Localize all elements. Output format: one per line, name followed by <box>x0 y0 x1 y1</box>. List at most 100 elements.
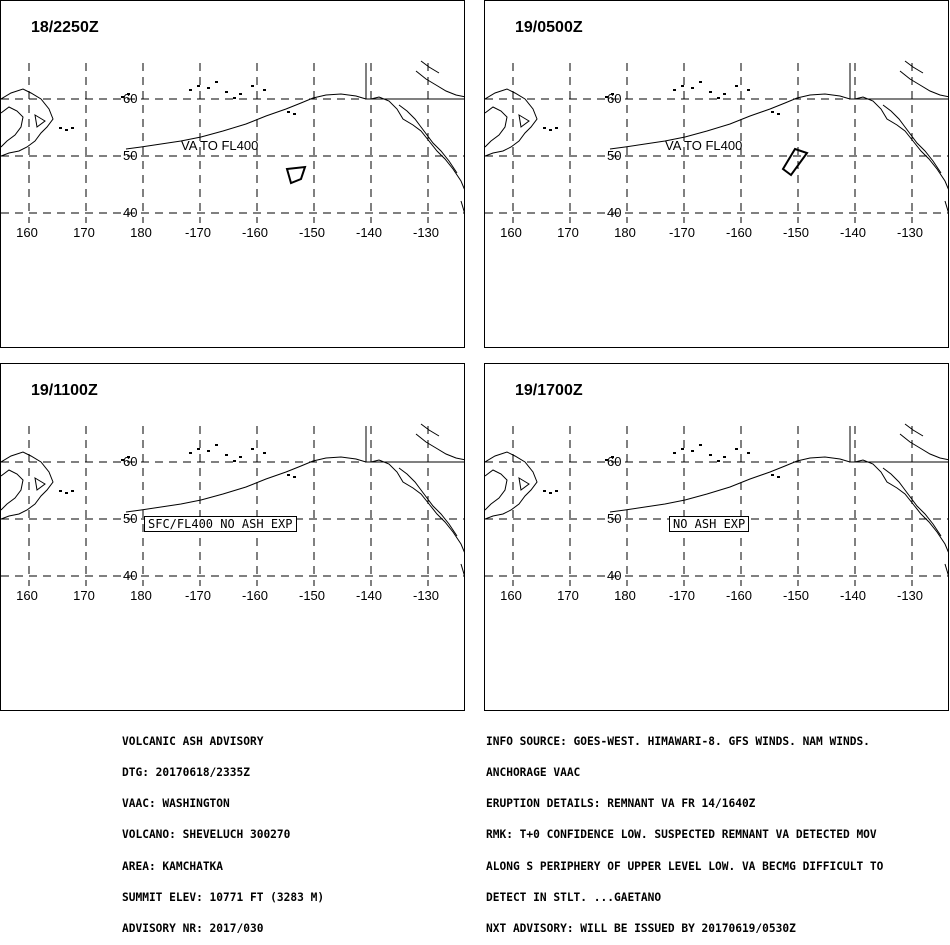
longitude-label: 180 <box>614 225 636 240</box>
island <box>549 129 552 131</box>
advisory-line: VOLCANIC ASH ADVISORY <box>122 734 264 748</box>
advisory-line: VAAC: WASHINGTON <box>122 797 230 811</box>
alaska-panhandle <box>882 104 942 174</box>
aleutian-islands <box>125 456 367 513</box>
longitude-label: -170 <box>184 225 212 240</box>
advisory-line: AREA: KAMCHATKA <box>122 859 224 873</box>
longitude-label: 170 <box>557 588 579 603</box>
island <box>709 91 712 93</box>
kamchatka-coast <box>485 88 538 157</box>
arctic-coast <box>904 60 924 74</box>
longitude-label: -140 <box>355 588 383 603</box>
island <box>71 127 74 129</box>
island <box>197 85 200 87</box>
ash-cloud-polygon <box>781 147 809 177</box>
island <box>747 89 750 91</box>
bering-coast <box>415 433 464 461</box>
island <box>239 93 242 95</box>
island <box>127 93 130 95</box>
island <box>691 87 694 89</box>
longitude-label: 180 <box>130 225 152 240</box>
longitude-label: -130 <box>412 225 440 240</box>
advisory-line: ALONG S PERIPHERY OF UPPER LEVEL LOW. VA… <box>486 859 884 873</box>
forecast-panel-3: 19/1100Z SFC/FL400 NO ASH EXP 160 170 180 -… <box>0 363 465 711</box>
island <box>287 111 290 113</box>
longitude-label: 170 <box>73 588 95 603</box>
alaska-coast <box>370 96 464 190</box>
ash-map <box>485 423 948 586</box>
latitude-label: 40 <box>123 205 138 220</box>
island <box>239 456 242 458</box>
island <box>215 444 218 446</box>
advisory-line: RMK: T+0 CONFIDENCE LOW. SUSPECTED REMNA… <box>486 828 877 842</box>
longitude-label: 180 <box>614 588 636 603</box>
island <box>735 448 738 450</box>
latitude-label: 60 <box>607 91 622 106</box>
arctic-coast <box>420 423 440 437</box>
island <box>263 89 266 91</box>
latitude-label: 60 <box>123 91 138 106</box>
island <box>121 459 124 461</box>
panel-time-label: 19/1100Z <box>31 382 98 399</box>
advisory-line: DTG: 20170618/2335Z <box>122 766 250 780</box>
advisory-line: NXT ADVISORY: WILL BE ISSUED BY 20170619… <box>486 922 796 936</box>
alaska-panhandle <box>398 104 458 174</box>
longitude-label: -160 <box>241 225 269 240</box>
island <box>225 91 228 93</box>
island <box>65 129 68 131</box>
island <box>225 454 228 456</box>
ash-map <box>1 60 464 223</box>
island <box>777 113 780 115</box>
longitude-label: 160 <box>16 588 38 603</box>
kamchatka-coast <box>1 88 54 157</box>
longitude-label: -160 <box>241 588 269 603</box>
island <box>555 127 558 129</box>
island <box>233 460 236 462</box>
island <box>197 448 200 450</box>
panel-time-label: 18/2250Z <box>31 19 99 36</box>
longitude-label: -130 <box>896 588 924 603</box>
forecast-panel-2: 19/0500Z VA TO FL400 160 170 180 -170 -160 -1… <box>484 0 949 348</box>
island <box>207 87 210 89</box>
island <box>723 456 726 458</box>
volcano-marker <box>518 477 530 491</box>
island <box>681 85 684 87</box>
island <box>293 476 296 478</box>
longitude-label: -150 <box>782 225 810 240</box>
longitude-label: 170 <box>73 225 95 240</box>
island <box>71 490 74 492</box>
island <box>555 490 558 492</box>
longitude-label: -170 <box>184 588 212 603</box>
no-ash-label: SFC/FL400 NO ASH EXP <box>144 516 297 532</box>
aleutian-islands <box>609 93 851 150</box>
latitude-label: 60 <box>123 454 138 469</box>
longitude-label: -130 <box>896 225 924 240</box>
island <box>543 127 546 129</box>
ash-cloud-polygon <box>285 165 307 185</box>
island <box>747 452 750 454</box>
bering-coast <box>415 70 464 98</box>
island <box>251 85 254 87</box>
island <box>605 459 608 461</box>
latitude-label: 40 <box>123 568 138 583</box>
island <box>65 492 68 494</box>
island <box>59 127 62 129</box>
island <box>127 456 130 458</box>
latitude-label: 40 <box>607 568 622 583</box>
advisory-line: VOLCANO: SHEVELUCH 300270 <box>122 828 291 842</box>
bering-coast <box>899 433 948 461</box>
island <box>263 452 266 454</box>
island <box>681 448 684 450</box>
pacific-nw-coast <box>460 563 464 577</box>
longitude-label: -150 <box>782 588 810 603</box>
island <box>699 444 702 446</box>
panel-time-label: 19/0500Z <box>515 19 583 36</box>
kamchatka-inner <box>1 469 24 511</box>
advisory-line: DETECT IN STLT. ...GAETANO <box>486 890 662 904</box>
advisory-header-text: VOLCANIC ASH ADVISORY DTG: 20170618/2335… <box>122 716 324 945</box>
island <box>251 448 254 450</box>
latitude-label: 60 <box>607 454 622 469</box>
island <box>717 97 720 99</box>
island <box>121 96 124 98</box>
pacific-nw-coast <box>460 200 464 214</box>
